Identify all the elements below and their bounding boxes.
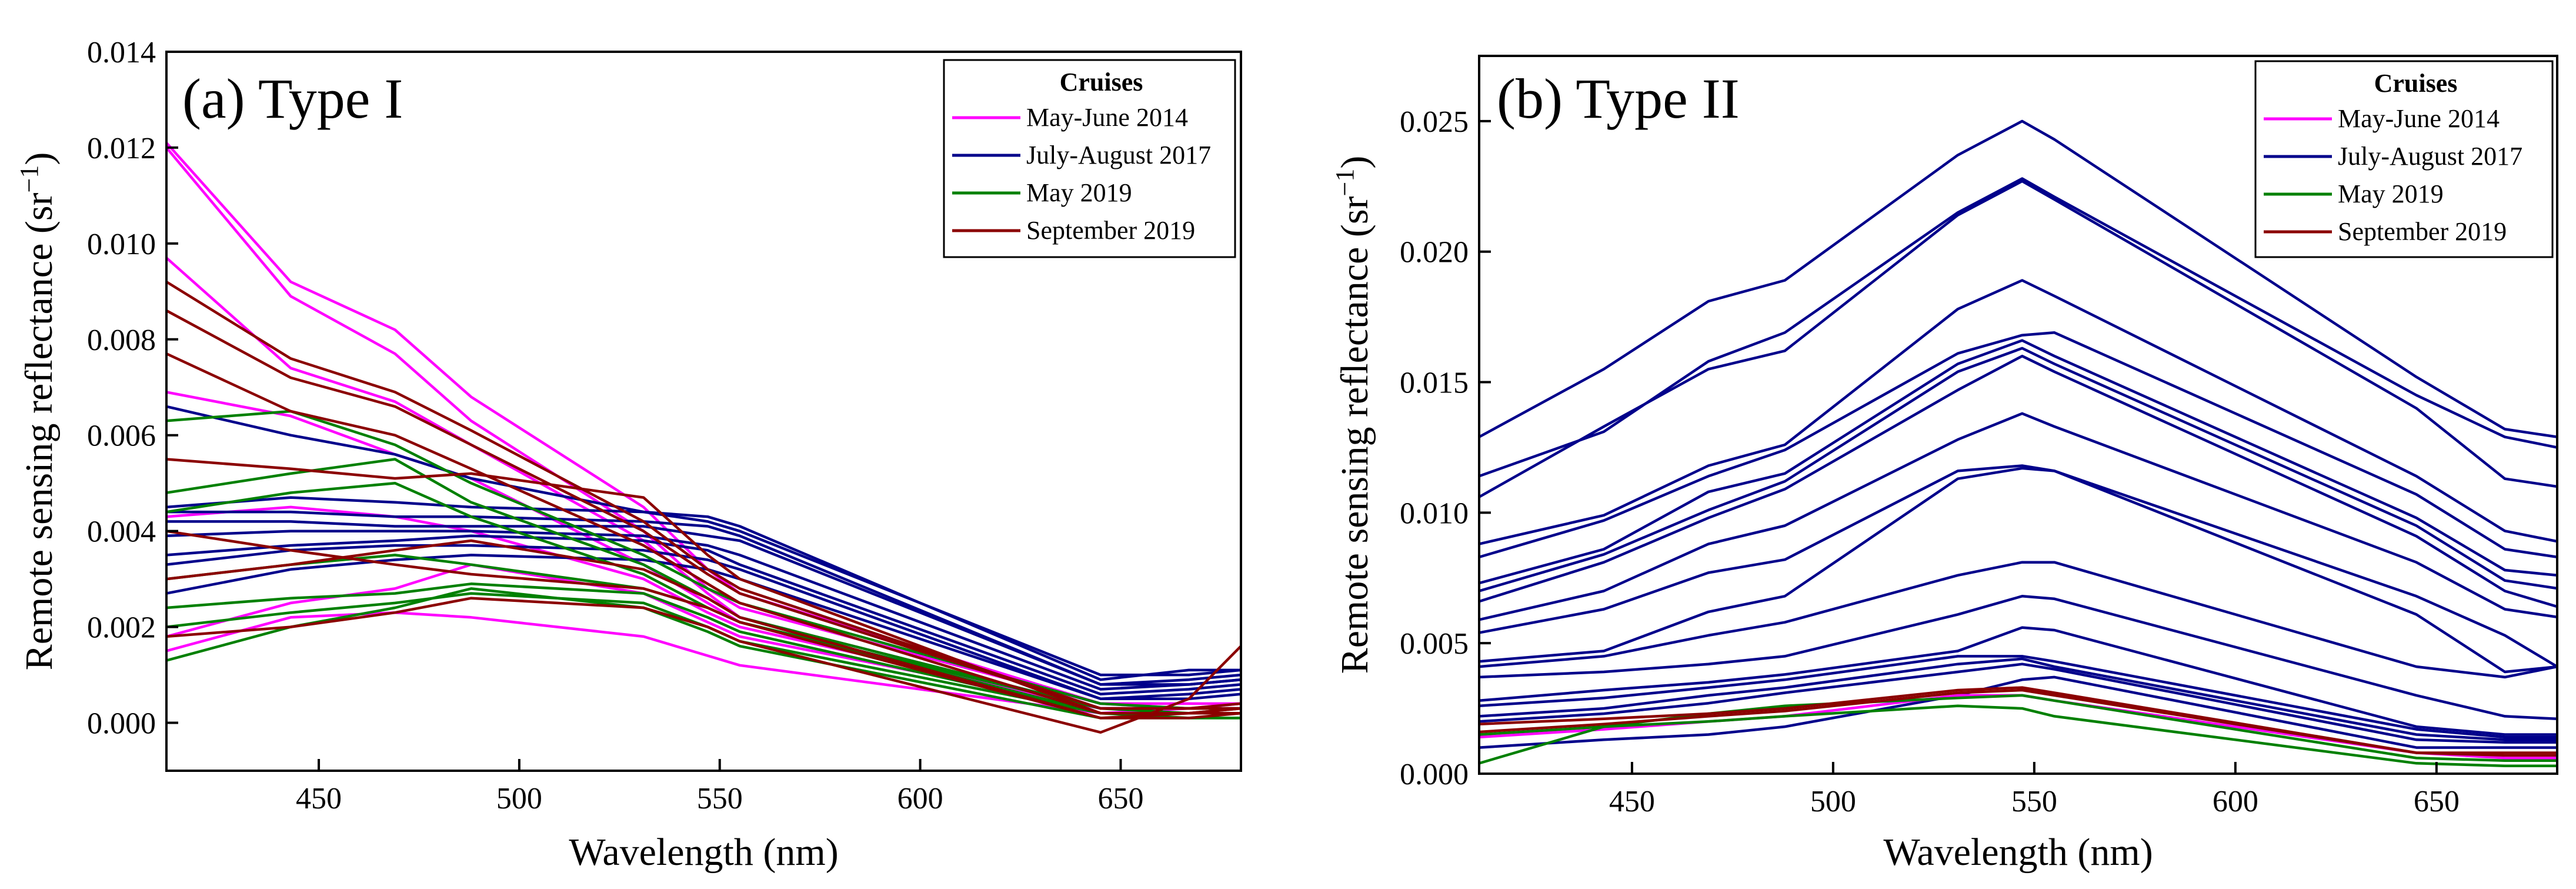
legend-title: Cruises: [2374, 69, 2458, 98]
series-line-july-august-2017-7: [166, 405, 1241, 677]
series-line-july-august-2017-2: [1479, 179, 2557, 498]
y-tick-label: 0.002: [87, 611, 156, 645]
series-line-july-august-2017-8: [166, 496, 1241, 681]
y-tick-label: 0.012: [87, 132, 156, 165]
series-line-may-2019-19: [166, 582, 1241, 715]
y-tick-label: 0.010: [1400, 497, 1469, 530]
series-line-july-august-2017-4: [1479, 331, 2557, 559]
legend-label-may-2019: May 2019: [2338, 179, 2444, 208]
series-line-july-august-2017-13: [166, 544, 1241, 701]
series-line-july-august-2017-12: [1479, 595, 2557, 721]
series-line-july-august-2017-16: [1479, 662, 2557, 744]
legend: Cruises May-June 2014 July-August 2017 May …: [2254, 60, 2554, 258]
series-line-july-august-2017-5: [1479, 339, 2557, 585]
legend-label-september-2019: September 2019: [1026, 216, 1195, 245]
legend-label-may-june-2014: May-June 2014: [2338, 104, 2500, 133]
panel-type-ii: 450 500 550 600 650 0.000 0.005 0.010 0.015 0.020…: [1330, 55, 2558, 874]
legend-label-september-2019: September 2019: [2338, 217, 2507, 246]
y-tick-label: 0.004: [87, 515, 156, 549]
series-line-september-2019-22: [1479, 688, 2557, 757]
x-tick-label: 600: [2213, 785, 2258, 818]
series-line-july-august-2017-10: [166, 520, 1241, 686]
panel-title: (b) Type II: [1497, 67, 1740, 130]
x-tick-label: 450: [296, 782, 342, 815]
x-axis-label: Wavelength (nm): [1883, 831, 2153, 874]
panel-type-i: 450 500 550 600 650 0.000 0.002 0.004 0.006 0.008…: [15, 36, 1242, 874]
series-line-july-august-2017-9: [166, 510, 1241, 686]
x-tick-label: 550: [697, 782, 743, 815]
series-line-july-august-2017-14: [1479, 655, 2557, 739]
series-line-july-august-2017-6: [1479, 347, 2557, 592]
series-line-july-august-2017-15: [1479, 657, 2557, 741]
legend-label-may-june-2014: May-June 2014: [1026, 103, 1188, 132]
y-tick-label: 0.006: [87, 419, 156, 453]
panel-title: (a) Type I: [182, 67, 403, 130]
series-line-july-august-2017-8: [1479, 412, 2557, 621]
x-tick-label: 500: [1810, 785, 1856, 818]
x-axis-label: Wavelength (nm): [569, 831, 838, 874]
series-line-may-2019-18: [166, 554, 1241, 715]
y-tick-label: 0.000: [1400, 758, 1469, 791]
y-tick-label: 0.020: [1400, 236, 1469, 269]
y-tick-label: 0.008: [87, 324, 156, 357]
y-tick-label: 0.010: [87, 228, 156, 261]
legend-label-july-august-2017: July-August 2017: [2338, 142, 2522, 171]
x-tick-label: 650: [1097, 782, 1143, 815]
y-axis-label: Remote sensing reflectance (sr−1): [15, 152, 61, 671]
x-tick-label: 550: [2011, 785, 2057, 818]
legend-box: [943, 59, 1236, 258]
series-line-september-2019-28: [166, 597, 1241, 734]
series-line-july-august-2017-9: [1479, 464, 2557, 668]
series-line-may-june-2014-2: [166, 257, 1241, 710]
series-line-july-august-2017-13: [1479, 626, 2557, 736]
plot-frame: [1478, 55, 2558, 775]
series-line-july-august-2017-11: [1479, 561, 2557, 679]
series-line-may-2019-20: [1479, 704, 2557, 767]
series-line-september-2019-24: [166, 352, 1241, 715]
series-line-september-2019-27: [166, 539, 1241, 720]
series-line-may-2019-15: [166, 409, 1241, 710]
x-tick-label: 650: [2414, 785, 2460, 818]
series-line-july-august-2017-7: [1479, 354, 2557, 608]
legend: Cruises May-June 2014 July-August 2017 May …: [943, 59, 1236, 258]
y-tick-label: 0.015: [1400, 367, 1469, 400]
series-line-july-august-2017-11: [166, 530, 1241, 691]
series-line-september-2019-22: [166, 280, 1241, 710]
series-line-july-august-2017-10: [1479, 467, 2557, 674]
x-tick-label: 450: [1609, 785, 1655, 818]
series-line-september-2019-23: [166, 309, 1241, 710]
legend-label-may-2019: May 2019: [1026, 178, 1132, 207]
y-tick-label: 0.014: [87, 36, 156, 69]
y-tick-label: 0.000: [87, 707, 156, 741]
legend-label-july-august-2017: July-August 2017: [1026, 141, 1211, 169]
series-line-may-2019-17: [166, 481, 1241, 715]
y-tick-label: 0.025: [1400, 105, 1469, 139]
y-tick-label: 0.005: [1400, 627, 1469, 661]
legend-box: [2254, 60, 2554, 258]
series-lines: [166, 141, 1241, 734]
series-line-may-june-2014-0: [166, 141, 1241, 705]
series-line-july-august-2017-0: [1479, 119, 2557, 438]
plot-frame: [165, 51, 1242, 772]
y-axis-label: Remote sensing reflectance (sr−1): [1330, 156, 1376, 674]
x-tick-label: 500: [496, 782, 542, 815]
series-lines: [1479, 119, 2557, 767]
series-line-september-2019-25: [166, 458, 1241, 715]
legend-title: Cruises: [1060, 68, 1143, 96]
x-tick-label: 600: [897, 782, 943, 815]
series-line-july-august-2017-3: [1479, 279, 2557, 545]
